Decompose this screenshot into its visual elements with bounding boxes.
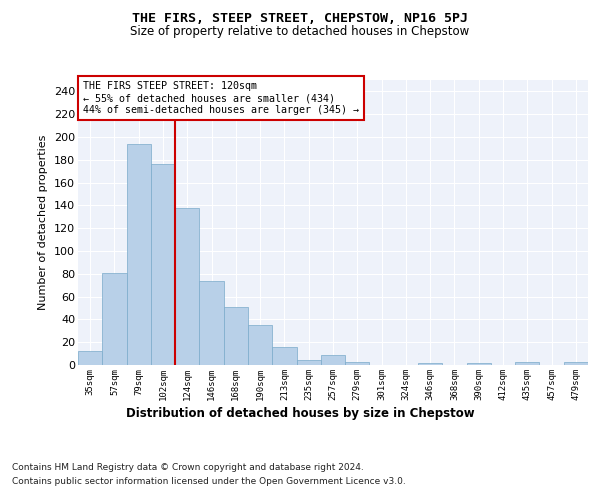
- Bar: [321, 354, 345, 365]
- Text: Contains public sector information licensed under the Open Government Licence v3: Contains public sector information licen…: [12, 478, 406, 486]
- Text: THE FIRS STEEP STREET: 120sqm
← 55% of detached houses are smaller (434)
44% of : THE FIRS STEEP STREET: 120sqm ← 55% of d…: [83, 82, 359, 114]
- Bar: [296, 360, 321, 365]
- Bar: [175, 208, 199, 365]
- Bar: [248, 325, 272, 365]
- Bar: [151, 164, 175, 365]
- Text: THE FIRS, STEEP STREET, CHEPSTOW, NP16 5PJ: THE FIRS, STEEP STREET, CHEPSTOW, NP16 5…: [132, 12, 468, 26]
- Bar: [467, 362, 491, 365]
- Bar: [345, 362, 370, 365]
- Bar: [515, 362, 539, 365]
- Bar: [418, 362, 442, 365]
- Bar: [127, 144, 151, 365]
- Y-axis label: Number of detached properties: Number of detached properties: [38, 135, 49, 310]
- Bar: [272, 347, 296, 365]
- Bar: [78, 352, 102, 365]
- Bar: [564, 362, 588, 365]
- Text: Distribution of detached houses by size in Chepstow: Distribution of detached houses by size …: [125, 408, 475, 420]
- Bar: [102, 272, 127, 365]
- Bar: [224, 307, 248, 365]
- Text: Size of property relative to detached houses in Chepstow: Size of property relative to detached ho…: [130, 25, 470, 38]
- Bar: [199, 280, 224, 365]
- Text: Contains HM Land Registry data © Crown copyright and database right 2024.: Contains HM Land Registry data © Crown c…: [12, 462, 364, 471]
